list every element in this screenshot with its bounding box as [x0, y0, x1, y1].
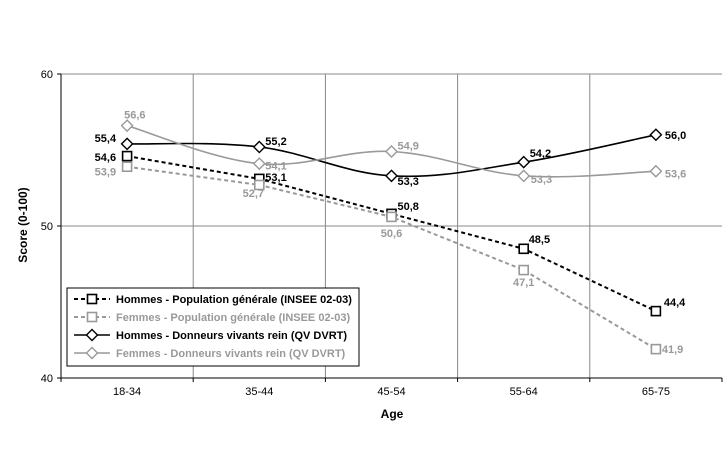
x-tick-label: 65-75 [642, 386, 670, 398]
legend-item: Hommes - Donneurs vivants rein (QV DVRT) [74, 328, 347, 342]
data-label: 50,6 [381, 228, 402, 240]
legend-label: Femmes - Donneurs vivants rein (QV DVRT) [116, 348, 346, 360]
data-label: 55,2 [265, 136, 286, 148]
diamond-marker [385, 145, 398, 159]
y-tick-label: 40 [41, 373, 53, 385]
data-label: 54,2 [530, 148, 551, 160]
square-marker [121, 161, 133, 173]
diamond-marker [120, 137, 134, 151]
data-label: 54,1 [265, 161, 286, 173]
legend-item: Femmes - Population générale (INSEE 02-0… [74, 311, 350, 324]
data-label: 47,1 [513, 277, 534, 289]
data-label: 53,3 [398, 176, 419, 188]
legend: Hommes - Population générale (INSEE 02-0… [66, 287, 360, 367]
diamond-marker [385, 169, 398, 183]
diamond-marker [120, 119, 134, 133]
series-group [120, 119, 663, 355]
square-marker [650, 305, 662, 317]
data-label: 48,5 [529, 234, 550, 246]
series-line [126, 155, 657, 313]
series-4 [120, 119, 663, 183]
x-tick-label: 35-44 [245, 386, 273, 398]
data-label: 44,4 [664, 297, 686, 309]
square-marker [86, 293, 98, 305]
diamond-marker [252, 140, 266, 154]
x-axis-title: Age [381, 407, 404, 421]
y-tick-label: 60 [41, 69, 53, 81]
data-label: 54,9 [398, 141, 419, 153]
square-marker [518, 243, 530, 255]
data-label: 52,7 [243, 188, 264, 200]
data-label: 53,6 [665, 168, 686, 180]
legend-label: Hommes - Population générale (INSEE 02-0… [116, 294, 352, 306]
axes [57, 73, 723, 382]
data-label: 55,4 [95, 133, 117, 145]
square-marker [86, 311, 98, 323]
series-3 [120, 128, 663, 183]
square-marker [254, 179, 265, 191]
square-marker [650, 343, 662, 355]
diamond-marker [649, 128, 663, 142]
data-label: 53,9 [95, 167, 116, 179]
data-labels: 54,6 53,1 50,8 48,5 44,4 53,9 52,7 50,6 47,1 41,9… [95, 110, 687, 356]
legend-item: Hommes - Population générale (INSEE 02-0… [74, 293, 352, 306]
x-tick-label: 18-34 [113, 386, 141, 398]
legend-item: Femmes - Donneurs vivants rein (QV DVRT) [74, 346, 346, 360]
diamond-marker [252, 157, 266, 171]
data-label: 53,3 [531, 174, 552, 186]
data-label: 53,1 [265, 172, 286, 184]
square-marker [386, 211, 397, 223]
x-tick-label: 55-64 [510, 386, 538, 398]
diamond-marker [85, 328, 99, 342]
y-tick-label: 50 [41, 221, 53, 233]
diamond-marker [517, 155, 531, 169]
legend-label: Hommes - Donneurs vivants rein (QV DVRT) [116, 330, 347, 342]
data-label: 56,0 [665, 130, 686, 142]
data-label: 54,6 [95, 152, 116, 164]
y-tick-labels: 40 50 60 [41, 69, 53, 385]
data-label: 50,8 [398, 201, 419, 213]
legend-label: Femmes - Population générale (INSEE 02-0… [116, 312, 350, 324]
square-marker [518, 264, 530, 276]
diamond-marker [517, 169, 531, 183]
data-label: 56,6 [124, 110, 145, 122]
diamond-marker [649, 164, 663, 178]
series-2 [121, 161, 662, 355]
x-tick-labels: 18-34 35-44 45-54 55-64 65-75 [113, 386, 670, 398]
diamond-marker [85, 346, 99, 360]
square-marker [121, 150, 133, 162]
y-axis-title: Score (0-100) [16, 187, 30, 262]
x-tick-label: 45-54 [377, 386, 405, 398]
data-label: 41,9 [662, 344, 683, 356]
legend-box [66, 287, 360, 367]
